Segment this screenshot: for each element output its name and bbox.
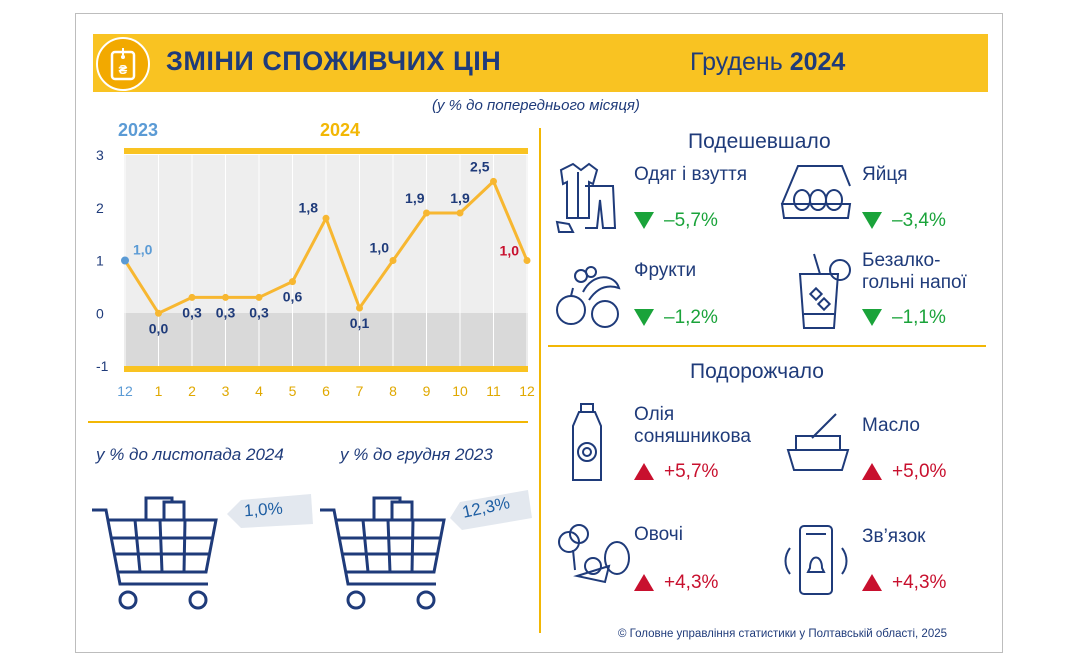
- x-tick-label: 6: [322, 383, 330, 399]
- section-divider: [548, 345, 986, 347]
- clothes-icon: [555, 162, 617, 233]
- cheaper-label-clothes: Одяг і взуття: [634, 164, 748, 185]
- data-label: 0,0: [149, 320, 169, 336]
- chart-bottom-divider: [88, 421, 528, 423]
- vertical-divider: [539, 128, 541, 633]
- comparison-label-month: у % до листопада 2024: [96, 445, 284, 464]
- data-point: [389, 257, 397, 264]
- data-point: [121, 256, 129, 265]
- x-tick-label: 2: [188, 383, 196, 399]
- data-label: 1,0: [500, 243, 520, 259]
- phone-icon: [784, 525, 848, 595]
- drink-icon: [798, 253, 851, 329]
- shopping-cart-icon-2: [320, 496, 446, 610]
- data-label: 0,3: [182, 304, 202, 320]
- data-point: [490, 177, 497, 185]
- data-point: [456, 209, 464, 217]
- data-label: 0,3: [216, 304, 236, 320]
- eggs-icon: [780, 165, 852, 219]
- pricier-value-vegetables: +4,3%: [634, 572, 718, 594]
- report-month: Грудень 2024: [690, 48, 846, 76]
- cheaper-label-fruits: Фрукти: [634, 260, 697, 281]
- price-tag-icon: ₴: [110, 48, 136, 81]
- data-label: 1,0: [370, 240, 390, 256]
- pricier-value-butter: +5,0%: [862, 461, 946, 483]
- x-tick-label: 12: [519, 383, 535, 399]
- logo: ₴: [96, 37, 150, 91]
- vegetables-icon: [558, 524, 630, 584]
- comparison-tag-month: [227, 494, 313, 528]
- cheaper-title: Подешевшало: [688, 130, 831, 153]
- data-point: [222, 293, 229, 301]
- data-label: 0,3: [249, 304, 269, 320]
- chart-top-band: [124, 148, 528, 154]
- cheaper-label-eggs: Яйця: [862, 164, 908, 185]
- data-point: [255, 293, 263, 301]
- data-label: 1,0: [133, 242, 153, 258]
- data-label: 0,6: [283, 289, 303, 305]
- data-point: [289, 278, 296, 286]
- cheaper-value-clothes: –5,7%: [634, 210, 718, 232]
- chart-bottom-band: [124, 366, 528, 372]
- data-label: 0,1: [350, 315, 370, 331]
- footer-credit: © Головне управління статистики у Полтав…: [618, 628, 948, 640]
- comparison-label-year: у % до грудня 2023: [340, 445, 493, 464]
- data-point: [322, 214, 330, 222]
- data-label: 2,5: [470, 158, 490, 174]
- svg-text:₴: ₴: [119, 62, 128, 77]
- x-tick-label: 5: [289, 383, 297, 399]
- data-point: [188, 293, 196, 301]
- shopping-cart-icon: [92, 496, 218, 610]
- data-label: 1,9: [450, 190, 470, 206]
- y-tick-label: 2: [96, 200, 104, 216]
- x-tick-label: 10: [452, 383, 468, 399]
- pricier-value-communication: +4,3%: [862, 572, 946, 594]
- y-tick-label: 0: [96, 305, 104, 321]
- data-label: 1,9: [405, 190, 425, 206]
- x-tick-label: 7: [356, 383, 364, 399]
- year-label-2024: 2024: [320, 120, 361, 140]
- cheaper-value-drinks: –1,1%: [862, 307, 946, 329]
- data-point: [523, 257, 531, 264]
- cheaper-label-drinks: Безалко-гольні напої: [862, 250, 967, 293]
- oil-bottle-icon: [572, 403, 602, 481]
- header-banner: [93, 34, 988, 92]
- year-label-2023: 2023: [118, 120, 159, 140]
- data-point: [155, 309, 162, 317]
- y-tick-label: 1: [96, 253, 104, 269]
- butter-icon: [786, 413, 850, 471]
- x-tick-label: 1: [155, 383, 163, 399]
- pricier-label-oil: Олія соняшникова: [634, 404, 751, 447]
- chart-subtitle: (у % до попереднього місяця): [432, 97, 640, 114]
- comparison-value-month: 1,0%: [243, 498, 284, 521]
- x-tick-label: 8: [389, 383, 397, 399]
- x-tick-label: 12: [117, 383, 133, 399]
- data-point: [423, 209, 430, 217]
- pricier-label-butter: Масло: [862, 415, 920, 436]
- pricier-value-oil: +5,7%: [634, 461, 718, 483]
- data-point: [356, 304, 363, 312]
- page-title: ЗМІНИ СПОЖИВЧИХ ЦІН: [166, 46, 502, 76]
- cheaper-value-eggs: –3,4%: [862, 210, 946, 232]
- x-tick-label: 3: [222, 383, 230, 399]
- y-tick-label: 3: [96, 147, 104, 163]
- pricier-label-communication: Зв’язок: [862, 526, 926, 547]
- x-tick-label: 11: [486, 383, 501, 399]
- pricier-title: Подорожчало: [690, 360, 824, 383]
- x-tick-label: 9: [423, 383, 431, 399]
- x-tick-label: 4: [255, 383, 263, 399]
- cheaper-value-fruits: –1,2%: [634, 307, 718, 329]
- fruits-icon: [556, 266, 621, 328]
- y-tick-label: -1: [96, 358, 109, 374]
- data-label: 1,8: [299, 199, 319, 215]
- pricier-label-vegetables: Овочі: [634, 524, 683, 545]
- comparison-tag-year: [450, 490, 532, 530]
